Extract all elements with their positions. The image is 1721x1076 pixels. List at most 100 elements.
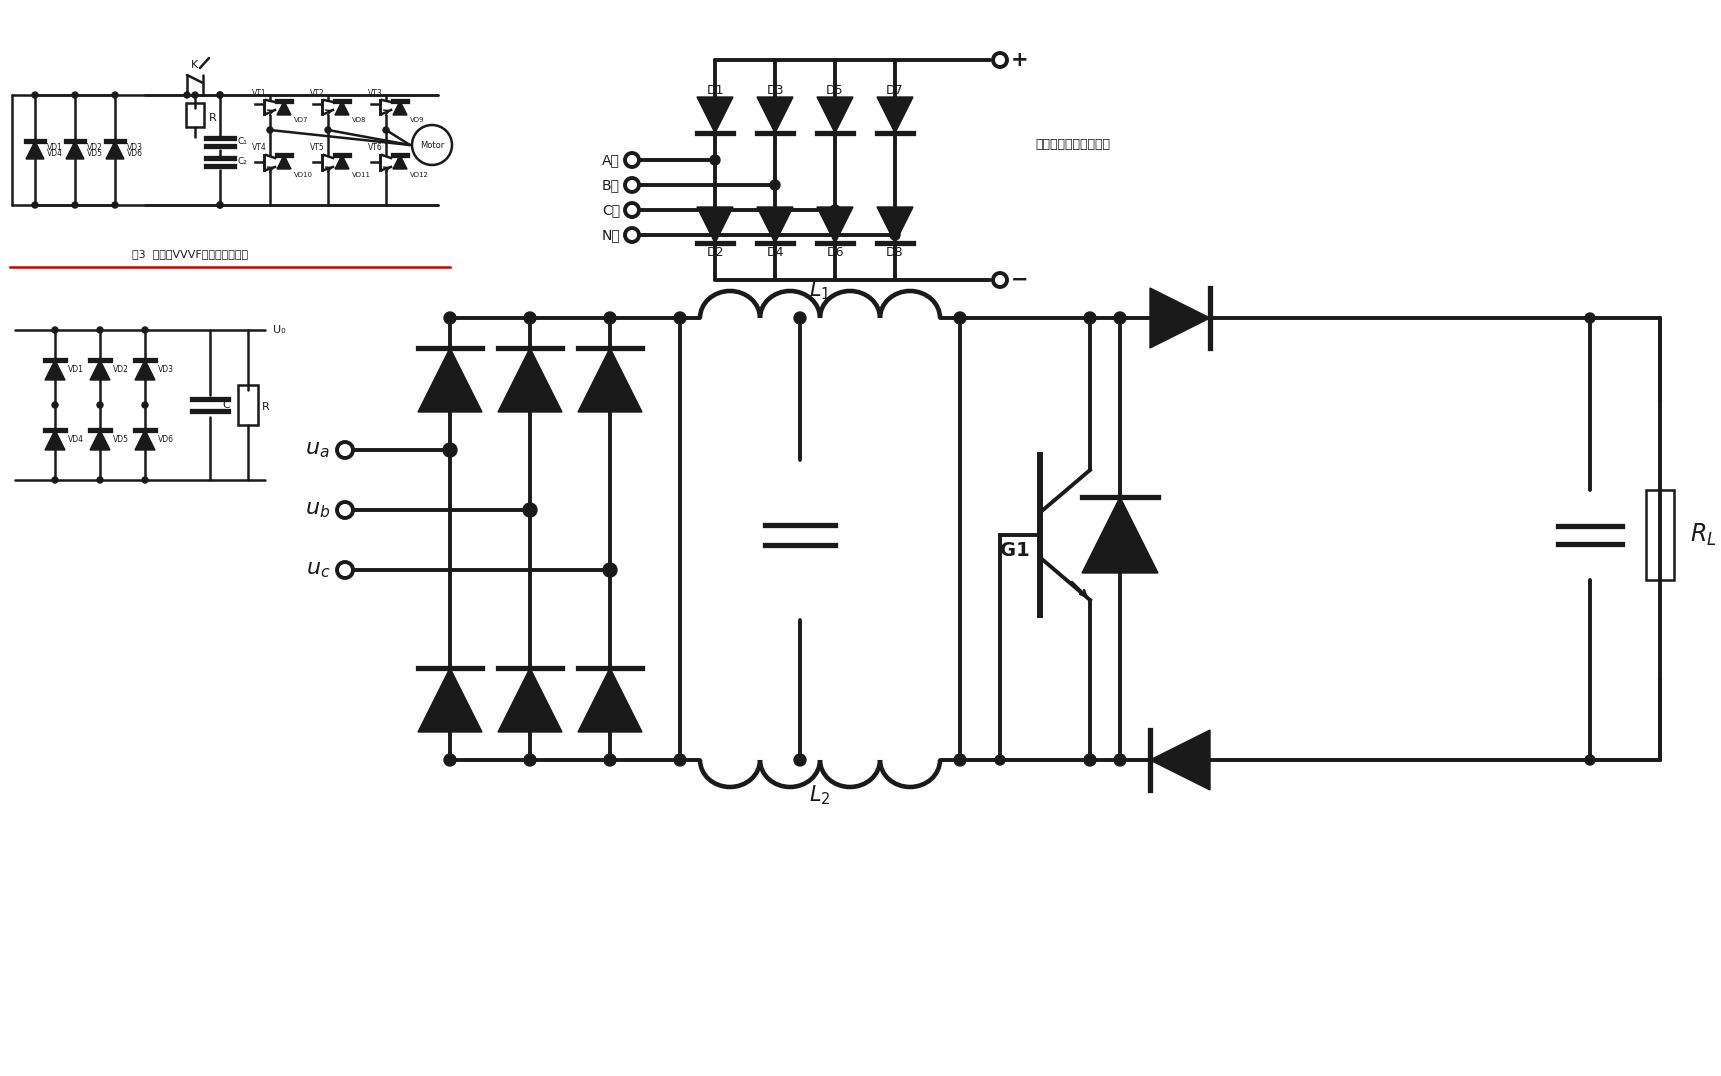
Circle shape [793,312,805,324]
Text: K: K [191,60,198,70]
Bar [1645,490,1675,580]
Circle shape [523,754,535,766]
Circle shape [890,230,900,240]
Circle shape [72,93,77,98]
Polygon shape [89,430,110,450]
Polygon shape [65,141,84,159]
Polygon shape [578,668,642,732]
Text: −: − [1012,270,1029,291]
Text: VD5: VD5 [88,148,103,157]
Polygon shape [817,207,854,243]
Circle shape [33,93,38,98]
Polygon shape [817,97,854,133]
Text: D5: D5 [826,84,843,97]
Text: 图3  典型的VVVF变频器电原理图: 图3 典型的VVVF变频器电原理图 [133,249,248,259]
Text: VD3: VD3 [158,366,174,374]
Text: VD8: VD8 [353,117,367,123]
Text: $u_a$: $u_a$ [305,440,330,461]
Circle shape [1585,755,1595,765]
Text: $L_1$: $L_1$ [809,279,831,301]
Circle shape [442,443,458,457]
Circle shape [523,502,537,516]
Polygon shape [392,101,406,115]
Text: VT4: VT4 [251,143,267,153]
Text: $u_b$: $u_b$ [305,500,330,520]
Text: VD10: VD10 [294,172,313,178]
Polygon shape [45,360,65,380]
Circle shape [217,93,224,98]
Text: D3: D3 [766,84,783,97]
Circle shape [1113,754,1126,766]
Circle shape [675,312,687,324]
Text: VD11: VD11 [353,172,372,178]
Circle shape [325,127,330,133]
Circle shape [217,202,224,208]
Polygon shape [1150,730,1210,790]
Text: C₁: C₁ [237,138,246,146]
Circle shape [33,202,38,208]
Circle shape [143,402,148,408]
Circle shape [953,312,965,324]
Circle shape [112,93,119,98]
Text: VD7: VD7 [294,117,308,123]
Text: VD4: VD4 [46,148,64,157]
Text: VT3: VT3 [368,88,382,98]
Text: A相: A相 [602,153,620,167]
Polygon shape [89,360,110,380]
Circle shape [1113,312,1126,324]
Polygon shape [336,155,349,169]
Circle shape [193,93,198,98]
Circle shape [602,563,618,577]
Polygon shape [757,97,793,133]
Text: VD5: VD5 [114,436,129,444]
Text: R: R [262,402,270,412]
Circle shape [523,312,535,324]
Text: D8: D8 [886,246,904,259]
Polygon shape [697,97,733,133]
Circle shape [96,477,103,483]
Polygon shape [277,155,291,169]
Bar [237,385,258,425]
Polygon shape [336,101,349,115]
Text: N相: N相 [601,228,620,242]
Text: +: + [1012,49,1029,70]
Text: C₂: C₂ [237,157,246,167]
Text: C相: C相 [602,203,620,217]
Text: VD4: VD4 [69,436,84,444]
Circle shape [184,93,189,98]
Text: $R_L$: $R_L$ [1690,522,1716,548]
Polygon shape [26,141,45,159]
Text: R: R [208,113,217,123]
Text: 三相整流电源电路输出: 三相整流电源电路输出 [1034,139,1110,152]
Text: U₀: U₀ [274,325,286,335]
Text: VD2: VD2 [88,142,103,152]
Circle shape [52,402,59,408]
Polygon shape [878,207,914,243]
Circle shape [267,127,274,133]
Circle shape [793,754,805,766]
Text: VD6: VD6 [127,148,143,157]
Polygon shape [497,348,563,412]
Circle shape [384,127,389,133]
Text: VT1: VT1 [251,88,267,98]
Circle shape [96,327,103,332]
Text: D1: D1 [706,84,725,97]
Polygon shape [1150,288,1210,348]
Circle shape [604,754,616,766]
Polygon shape [418,668,482,732]
Text: VD9: VD9 [410,117,425,123]
Text: D7: D7 [886,84,904,97]
Text: $L_2$: $L_2$ [809,783,831,807]
Polygon shape [1083,497,1158,574]
Circle shape [995,755,1005,765]
Circle shape [769,180,780,190]
Circle shape [112,202,119,208]
Circle shape [72,202,77,208]
Circle shape [96,402,103,408]
Polygon shape [107,141,124,159]
Text: D6: D6 [826,246,843,259]
Polygon shape [134,360,155,380]
Polygon shape [497,668,563,732]
Circle shape [830,206,840,215]
Text: $u_c$: $u_c$ [306,560,330,580]
